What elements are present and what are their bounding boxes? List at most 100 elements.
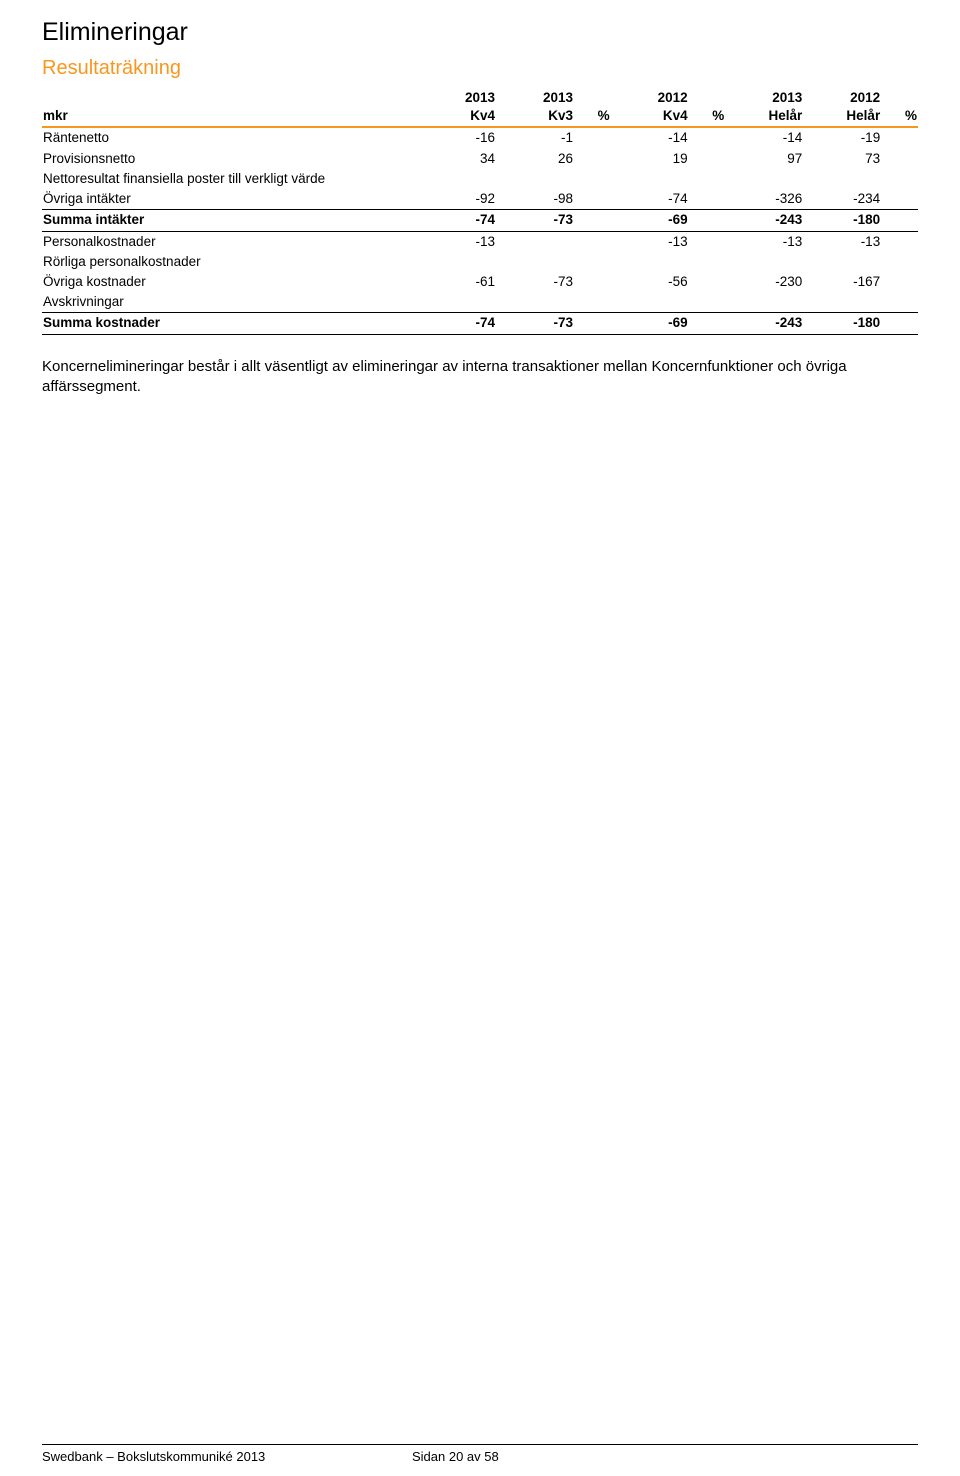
cell — [418, 252, 496, 272]
cell — [496, 231, 574, 252]
cell — [496, 292, 574, 313]
header-col: 2013Kv4 — [418, 88, 496, 127]
cell: -16 — [418, 127, 496, 148]
table-row: Övriga kostnader-61-73-56-230-167 — [42, 272, 918, 292]
cell — [881, 189, 918, 210]
cell — [574, 252, 611, 272]
cell — [881, 210, 918, 231]
cell: 34 — [418, 149, 496, 169]
cell — [881, 127, 918, 148]
cell: -1 — [496, 127, 574, 148]
cell: -98 — [496, 189, 574, 210]
cell: 73 — [803, 149, 881, 169]
cell — [689, 252, 726, 272]
cell — [689, 231, 726, 252]
row-label: Summa kostnader — [42, 313, 418, 334]
table-row: Nettoresultat finansiella poster till ve… — [42, 169, 918, 189]
table-row: Avskrivningar — [42, 292, 918, 313]
cell — [803, 169, 881, 189]
row-label: Räntenetto — [42, 127, 418, 148]
page-title: Elimineringar — [42, 18, 918, 47]
header-col: % — [574, 88, 611, 127]
cell — [574, 169, 611, 189]
cell — [725, 292, 803, 313]
cell — [574, 272, 611, 292]
cell — [881, 292, 918, 313]
header-col: 2012Kv4 — [611, 88, 689, 127]
row-label: Övriga kostnader — [42, 272, 418, 292]
table-header-row: mkr2013Kv42013Kv3 %2012Kv4 %2013Helår201… — [42, 88, 918, 127]
cell — [803, 252, 881, 272]
table-row: Summa intäkter-74-73-69-243-180 — [42, 210, 918, 231]
table-row: Rörliga personalkostnader — [42, 252, 918, 272]
cell: -13 — [418, 231, 496, 252]
cell — [496, 252, 574, 272]
cell: -74 — [611, 189, 689, 210]
cell — [611, 169, 689, 189]
table-row: Provisionsnetto3426199773 — [42, 149, 918, 169]
cell — [689, 127, 726, 148]
cell — [611, 252, 689, 272]
row-label: Provisionsnetto — [42, 149, 418, 169]
header-col: 2013Helår — [725, 88, 803, 127]
footer-left: Swedbank – Bokslutskommuniké 2013 — [42, 1449, 265, 1464]
table-row: Räntenetto-16-1-14-14-19 — [42, 127, 918, 148]
cell: 97 — [725, 149, 803, 169]
cell — [881, 149, 918, 169]
cell: -180 — [803, 313, 881, 334]
cell: -326 — [725, 189, 803, 210]
row-label: Avskrivningar — [42, 292, 418, 313]
row-label: Summa intäkter — [42, 210, 418, 231]
page-footer: Swedbank – Bokslutskommuniké 2013 Sidan … — [42, 1444, 918, 1464]
cell — [611, 292, 689, 313]
cell — [725, 252, 803, 272]
footer-right: Sidan 20 av 58 — [412, 1449, 499, 1464]
header-unit: mkr — [42, 88, 418, 127]
cell — [418, 169, 496, 189]
cell: -74 — [418, 313, 496, 334]
cell: 26 — [496, 149, 574, 169]
table-row: Personalkostnader-13-13-13-13 — [42, 231, 918, 252]
cell: -61 — [418, 272, 496, 292]
cell: -14 — [611, 127, 689, 148]
header-col: % — [881, 88, 918, 127]
cell — [689, 189, 726, 210]
cell — [574, 127, 611, 148]
cell: -19 — [803, 127, 881, 148]
cell: -13 — [803, 231, 881, 252]
page: Elimineringar Resultaträkning mkr2013Kv4… — [0, 0, 960, 397]
cell: -243 — [725, 313, 803, 334]
cell: -13 — [611, 231, 689, 252]
cell — [881, 313, 918, 334]
cell — [574, 189, 611, 210]
cell: -73 — [496, 313, 574, 334]
row-label: Övriga intäkter — [42, 189, 418, 210]
cell — [689, 272, 726, 292]
header-col: % — [689, 88, 726, 127]
cell — [689, 169, 726, 189]
cell: -69 — [611, 210, 689, 231]
cell: -230 — [725, 272, 803, 292]
cell — [574, 210, 611, 231]
header-col: 2012Helår — [803, 88, 881, 127]
cell: -243 — [725, 210, 803, 231]
cell — [689, 292, 726, 313]
table-row: Övriga intäkter-92-98-74-326-234 — [42, 189, 918, 210]
cell: -74 — [418, 210, 496, 231]
cell — [574, 231, 611, 252]
section-title: Resultaträkning — [42, 57, 918, 80]
cell: -13 — [725, 231, 803, 252]
cell — [881, 231, 918, 252]
cell — [496, 169, 574, 189]
cell — [725, 169, 803, 189]
row-label: Personalkostnader — [42, 231, 418, 252]
cell — [689, 210, 726, 231]
description-paragraph: Koncernelimineringar består i allt väsen… — [42, 357, 918, 398]
cell — [881, 169, 918, 189]
table-row: Summa kostnader-74-73-69-243-180 — [42, 313, 918, 334]
cell — [689, 149, 726, 169]
cell: -14 — [725, 127, 803, 148]
cell — [574, 292, 611, 313]
income-statement-table: mkr2013Kv42013Kv3 %2012Kv4 %2013Helår201… — [42, 88, 918, 335]
cell: -167 — [803, 272, 881, 292]
